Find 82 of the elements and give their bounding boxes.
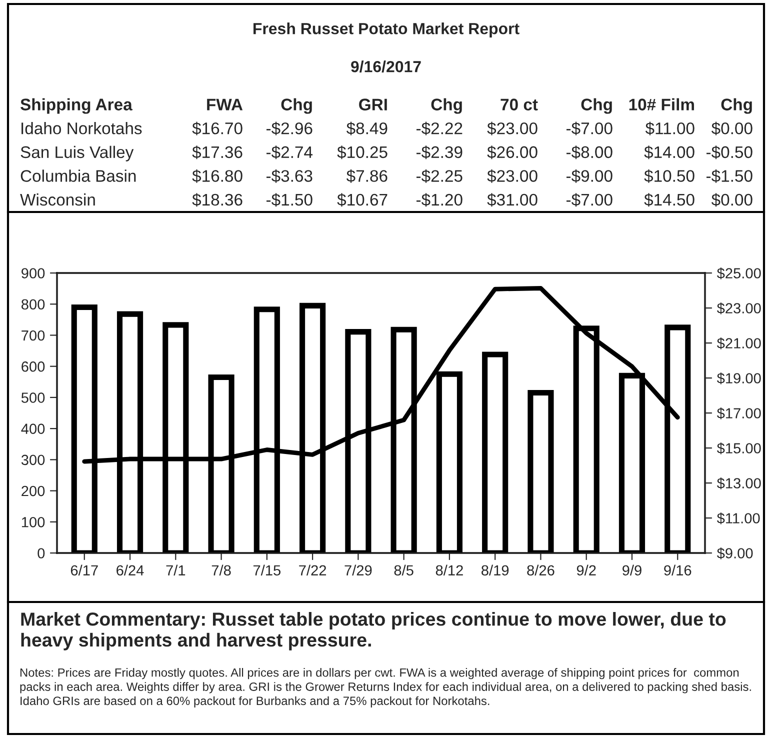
text: Chg <box>581 98 612 114</box>
x-tick-label: 8/26 <box>527 564 554 576</box>
text: Chg <box>281 98 312 114</box>
text: $26.00 <box>487 146 538 160</box>
text: $18.36 <box>192 193 242 207</box>
text: $10.67 <box>337 193 388 207</box>
text: Shipping Area <box>20 98 132 114</box>
x-tick-label: 7/8 <box>212 564 231 576</box>
text: Wisconsin <box>20 193 95 206</box>
y-tick-label: 800 <box>22 299 45 310</box>
y-tick-label: 900 <box>22 268 45 278</box>
text: $14.50 <box>644 193 694 207</box>
text: GRI <box>359 98 387 110</box>
text: Chg <box>431 98 462 114</box>
text: $16.80 <box>192 169 242 183</box>
text: Notes: Prices are Friday mostly quotes. All prices are in dollars per cwt. FWA is a weighted average of shipping point prices for common packs in each area. Weights differ by area. GRI is the Grower Returns Index for each individual area, on a delivered to packing shed basis. Idaho GRIs are based on a 60% packout for Burbanks and a 75% packout for Norkotahs. <box>20 668 751 708</box>
text: FWA <box>207 98 243 110</box>
y-tick-label: 300 <box>21 454 45 466</box>
x-tick-label: 7/1 <box>166 564 186 576</box>
y-tick-label: 0 <box>38 548 45 558</box>
x-tick-label: 6/17 <box>70 564 98 576</box>
text: $10.25 <box>337 146 388 160</box>
text: 10# Film <box>629 98 694 110</box>
y-tick-label: 200 <box>22 486 45 496</box>
text: Fresh Russet Potato Market Report <box>254 22 520 38</box>
x-tick-label: 8/5 <box>394 564 414 576</box>
y-tick-label: 600 <box>22 361 45 372</box>
text: -$2.96 <box>266 122 312 136</box>
y2-tick-label: $23.00 <box>716 302 761 314</box>
text: $10.50 <box>644 169 694 183</box>
text: -$2.74 <box>266 146 313 160</box>
text: -$0.50 <box>706 146 752 160</box>
x-tick-label: 9/9 <box>622 564 642 576</box>
text: -$1.50 <box>706 169 752 183</box>
y2-tick-label: $25.00 <box>716 267 761 280</box>
text: Market Commentary: Russet table potato prices continue to move lower, due to heavy shipments and harvest pressure. <box>21 612 726 650</box>
y2-tick-label: $11.00 <box>716 512 760 524</box>
text: $23.00 <box>487 122 538 136</box>
x-tick-label: 9/2 <box>576 564 596 576</box>
text: San Luis Valley <box>20 146 134 162</box>
text: -$7.00 <box>566 122 612 136</box>
text: Idaho Norkotahs <box>22 122 142 134</box>
x-tick-label: 6/24 <box>116 564 144 576</box>
text: $8.49 <box>346 122 388 136</box>
y-tick-label: 500 <box>21 392 45 403</box>
y2-tick-label: $19.00 <box>716 372 761 384</box>
text: $31.00 <box>487 193 538 207</box>
text: $17.36 <box>192 146 242 160</box>
y-tick-label: 100 <box>22 516 45 528</box>
y2-tick-label: $17.00 <box>716 407 761 420</box>
text: $16.70 <box>192 122 242 136</box>
text: -$7.00 <box>566 193 612 207</box>
x-tick-label: 8/12 <box>436 564 463 576</box>
y2-tick-label: $9.00 <box>716 547 753 560</box>
text: -$3.63 <box>266 169 312 183</box>
y2-tick-label: $15.00 <box>716 442 761 454</box>
x-tick-label: 9/16 <box>664 564 692 576</box>
text: -$9.00 <box>566 169 612 183</box>
text: Chg <box>721 98 752 114</box>
y-tick-label: 700 <box>22 330 45 341</box>
text: -$2.25 <box>416 169 462 183</box>
text: -$2.39 <box>416 146 462 160</box>
text: -$1.20 <box>416 193 462 207</box>
text: 9/16/2017 <box>351 60 421 72</box>
text: $11.00 <box>645 122 694 136</box>
text: 70 ct <box>500 98 538 110</box>
text: -$2.22 <box>416 122 462 136</box>
y-tick-label: 400 <box>21 424 45 434</box>
text: $23.00 <box>487 169 538 183</box>
y2-tick-label: $21.00 <box>716 337 761 350</box>
y2-tick-label: $13.00 <box>716 477 761 490</box>
text: $0.00 <box>711 122 752 136</box>
x-tick-label: 7/15 <box>253 564 280 576</box>
text: $0.00 <box>711 193 752 207</box>
text: -$8.00 <box>566 146 612 160</box>
text: $7.86 <box>346 169 388 183</box>
x-tick-label: 8/19 <box>482 564 509 576</box>
text: Columbia Basin <box>20 170 136 182</box>
x-tick-label: 7/22 <box>299 564 326 576</box>
text: $14.00 <box>644 146 694 160</box>
text: -$1.50 <box>266 193 312 207</box>
x-tick-label: 7/29 <box>344 564 372 576</box>
